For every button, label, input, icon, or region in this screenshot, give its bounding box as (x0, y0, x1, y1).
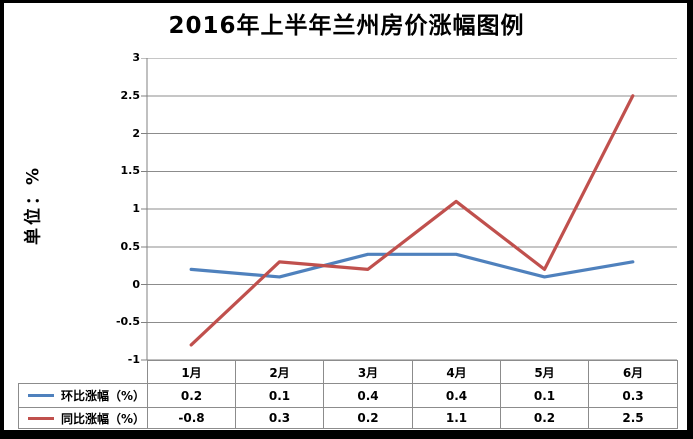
table-header-cell: 6月 (588, 360, 678, 384)
y-axis-tick-label: 0 (132, 277, 140, 291)
chart-title: 2016年上半年兰州房价涨幅图例 (168, 13, 525, 39)
table-value-cell: 2.5 (588, 407, 678, 429)
y-axis-tick-label: -1 (127, 353, 140, 366)
y-axis-tick-label: 2 (132, 126, 140, 140)
table-value-cell: 0.2 (323, 407, 413, 429)
legend-label: 环比涨幅（%） (61, 389, 146, 403)
legend-key-icon (28, 416, 54, 420)
table-corner-cell (19, 361, 148, 384)
y-axis-tick-label: 3 (132, 51, 140, 64)
table-value-cell: 0.1 (500, 383, 589, 408)
table-value-cell: 0.2 (147, 383, 236, 408)
y-axis-tick-label: 1.5 (120, 164, 141, 178)
legend-cell: 环比涨幅（%） (18, 383, 148, 408)
table-value-cell: 0.3 (588, 383, 678, 408)
series-line-0 (189, 252, 635, 279)
table-value-cell: 0.3 (235, 407, 324, 429)
y-axis-tick-label: 0.5 (120, 239, 141, 253)
table-header-cell: 3月 (323, 360, 413, 384)
legend-label: 同比涨幅（%） (61, 411, 146, 426)
y-axis-tick-label: 2.5 (120, 88, 141, 102)
data-table-grid: 1月 2月 3月 4月 5月 6月 环比涨幅（%） 0.2 0.1 0.4 0.4 0.1 0.3 同比涨… (18, 360, 678, 429)
table-value-cell: -0.8 (147, 407, 236, 429)
legend-cell: 同比涨幅（%） (18, 407, 148, 429)
table-value-cell: 1.1 (412, 407, 501, 429)
table-header-cell: 1月 (147, 360, 236, 384)
plot-area (141, 58, 677, 361)
table-header-cell: 2月 (235, 360, 324, 384)
data-table: 1月 2月 3月 4月 5月 6月 环比涨幅（%） 0.2 0.1 0.4 0.4 0.1 0.3 同比涨… (18, 360, 678, 429)
legend-key-icon (28, 394, 54, 397)
y-axis-tick-label: -0.5 (115, 315, 140, 329)
table-header-cell: 4月 (412, 360, 501, 384)
table-value-cell: 0.2 (500, 407, 589, 429)
table-value-cell: 0.4 (412, 383, 501, 408)
table-header-cell: 5月 (500, 360, 589, 384)
series-line-1 (189, 94, 635, 347)
y-axis-tick-label: 1 (132, 202, 140, 215)
table-value-cell: 0.4 (323, 383, 413, 408)
table-value-cell: 0.1 (235, 383, 324, 408)
y-axis-title: 单位：% (23, 164, 44, 246)
